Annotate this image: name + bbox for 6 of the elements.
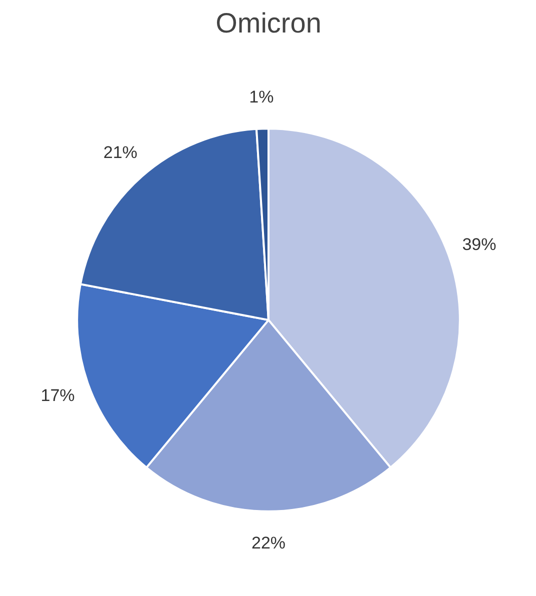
data-label: 22% [251,534,286,553]
data-label: 17% [40,386,75,406]
data-label: 1% [249,88,274,107]
data-label: 39% [462,234,496,254]
chart-title: Omicron [216,8,322,38]
data-label: 21% [103,143,138,162]
